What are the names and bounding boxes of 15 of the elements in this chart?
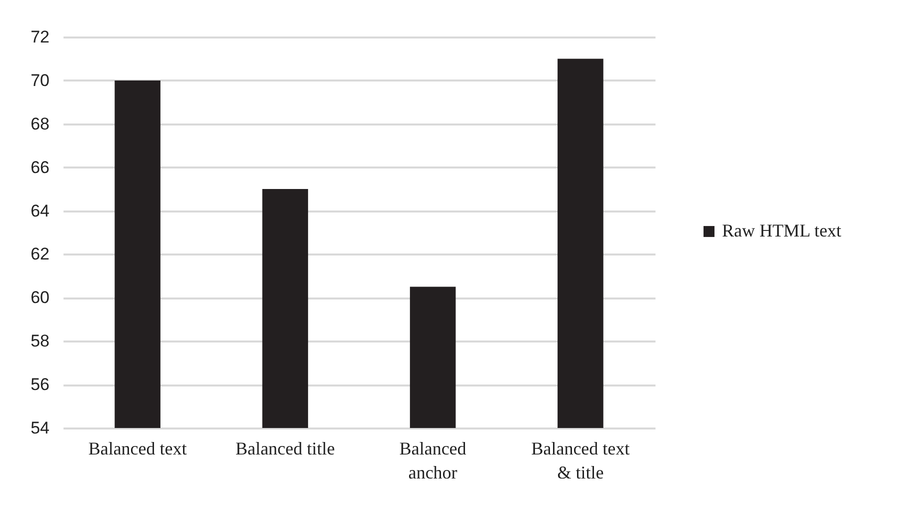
x-tick-label: Balanced anchor: [399, 438, 466, 482]
y-tick-label: 60: [30, 288, 50, 308]
y-tick-label: 66: [30, 158, 50, 177]
y-tick-label: 70: [30, 70, 50, 90]
y-tick-label: 62: [30, 244, 50, 264]
x-tick-label: Balanced title: [235, 438, 335, 458]
x-tick-label: Balanced text: [88, 438, 187, 458]
y-tick-label: 58: [30, 332, 50, 351]
y-tick-label: 54: [30, 418, 50, 438]
x-tick-label: Balanced text & title: [531, 438, 630, 482]
legend-label: Raw HTML text: [722, 220, 842, 240]
y-tick-label: 64: [30, 201, 50, 220]
y-tick-label: 72: [30, 28, 50, 46]
y-tick-label: 68: [30, 114, 50, 134]
y-tick-label: 56: [30, 375, 50, 394]
